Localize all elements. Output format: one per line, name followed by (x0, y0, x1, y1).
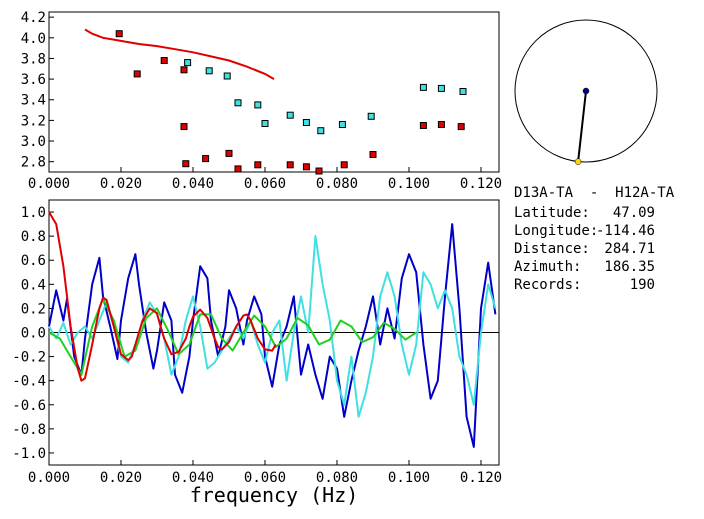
y-tick-label: 0.8 (21, 229, 46, 245)
y-tick-label: -1.0 (12, 446, 46, 462)
cyan-measurement-point (234, 99, 242, 107)
info-label: Latitude: (514, 205, 590, 221)
info-label: Distance: (514, 241, 590, 257)
x-tick-label: 0.000 (28, 470, 70, 486)
center-station-marker (582, 87, 590, 95)
x-tick-label: 0.040 (172, 176, 214, 192)
x-tick-label: 0.020 (100, 470, 142, 486)
info-label: Longitude: (514, 223, 598, 239)
cyan-measurement-point (205, 67, 213, 75)
cyan-measurement-point (437, 84, 445, 92)
info-value: 190 (630, 277, 655, 293)
red-measurement-point (133, 70, 141, 78)
red-measurement-point (302, 163, 310, 171)
red-measurement-point (202, 155, 210, 163)
info-value: -114.46 (596, 223, 655, 239)
y-tick-label: -0.6 (12, 398, 46, 414)
azimuth-circle (514, 19, 658, 163)
y-tick-label: 4.0 (21, 31, 46, 47)
cyan-series-line (48, 235, 497, 418)
cyan-measurement-point (338, 121, 346, 128)
x-tick-label: 0.020 (100, 176, 142, 192)
x-tick-label: 0.080 (316, 470, 358, 486)
top-plot: 0.000 0.020 0.040 0.060 0.080 0.100 0.120 2.8 3.… (21, 10, 502, 192)
y-tick-label: 1.0 (21, 205, 46, 221)
cyan-measurement-point (302, 119, 310, 126)
bottom-plot-axes: 0.000 0.020 0.040 0.060 0.080 0.100 0.120 1.0 0.… (12, 205, 502, 486)
red-measurement-point (419, 122, 427, 129)
y-tick-label: -0.8 (12, 422, 46, 438)
y-tick-label: 0.0 (21, 326, 46, 342)
azimuth-polar-plot (514, 19, 658, 165)
red-series-line (48, 211, 277, 382)
cyan-measurement-point (261, 120, 269, 127)
cyan-measurement-point (317, 127, 325, 135)
x-tick-label: 0.120 (460, 470, 502, 486)
x-tick-label: 0.100 (388, 176, 430, 192)
cyan-measurement-point (223, 72, 231, 80)
y-tick-label: 3.6 (21, 72, 46, 88)
red-measurement-point (182, 160, 190, 168)
top-plot-frame (48, 11, 500, 173)
red-measurement-point (115, 30, 123, 38)
red-measurement-point (160, 57, 168, 64)
y-tick-label: 3.2 (21, 113, 46, 129)
top-plot-series (84, 28, 467, 175)
info-value: 47.09 (613, 205, 655, 221)
y-tick-label: 3.8 (21, 51, 46, 67)
x-axis-label: frequency (Hz) (190, 483, 359, 507)
top-plot-axes: 0.000 0.020 0.040 0.060 0.080 0.100 0.120 2.8 3.… (21, 10, 502, 192)
y-tick-label: 0.4 (21, 277, 46, 293)
x-tick-label: 0.000 (28, 176, 70, 192)
y-tick-label: 3.4 (21, 93, 46, 109)
cyan-measurement-point (184, 59, 192, 67)
red-measurement-point (180, 66, 188, 74)
y-tick-label: -0.2 (12, 350, 46, 366)
y-tick-label: 4.2 (21, 10, 46, 26)
x-tick-label: 0.040 (172, 470, 214, 486)
red-measurement-point (437, 121, 445, 128)
info-label: Azimuth: (514, 259, 581, 275)
x-tick-label: 0.100 (388, 470, 430, 486)
red-measurement-point (234, 165, 242, 173)
cyan-measurement-point (367, 112, 375, 120)
cyan-measurement-point (286, 111, 294, 119)
cyan-measurement-point (254, 101, 262, 109)
x-tick-label: 0.080 (316, 176, 358, 192)
y-tick-label: 0.6 (21, 253, 46, 269)
cyan-measurement-point (419, 83, 427, 91)
red-measurement-point (225, 149, 233, 157)
x-tick-label: 0.120 (460, 176, 502, 192)
y-tick-label: 0.2 (21, 301, 46, 317)
station-pair-title: D13A-TA - H12A-TA (514, 185, 675, 201)
red-measurement-point (286, 161, 294, 169)
y-tick-label: 2.8 (21, 155, 46, 171)
info-label: Records: (514, 277, 581, 293)
bottom-plot-series (48, 211, 497, 448)
remote-station-marker (574, 158, 582, 165)
bottom-plot: 0.000 0.020 0.040 0.060 0.080 0.100 0.120 1.0 0.… (12, 199, 502, 507)
red-measurement-point (180, 123, 188, 131)
dispersion-curve (84, 28, 275, 80)
x-tick-label: 0.060 (244, 176, 286, 192)
red-measurement-point (315, 167, 323, 175)
red-measurement-point (457, 123, 465, 131)
station-info-panel: D13A-TA - H12A-TA Latitude: 47.09 Longitud… (514, 185, 675, 293)
y-tick-label: 3.0 (21, 134, 46, 150)
x-tick-label: 0.060 (244, 470, 286, 486)
azimuth-line (577, 90, 587, 162)
red-measurement-point (369, 151, 377, 158)
info-value: 186.35 (604, 259, 655, 275)
red-measurement-point (254, 161, 262, 169)
y-tick-label: -0.4 (12, 374, 46, 390)
red-measurement-point (340, 161, 348, 169)
cyan-measurement-point (459, 88, 467, 95)
info-value: 284.71 (604, 241, 655, 257)
